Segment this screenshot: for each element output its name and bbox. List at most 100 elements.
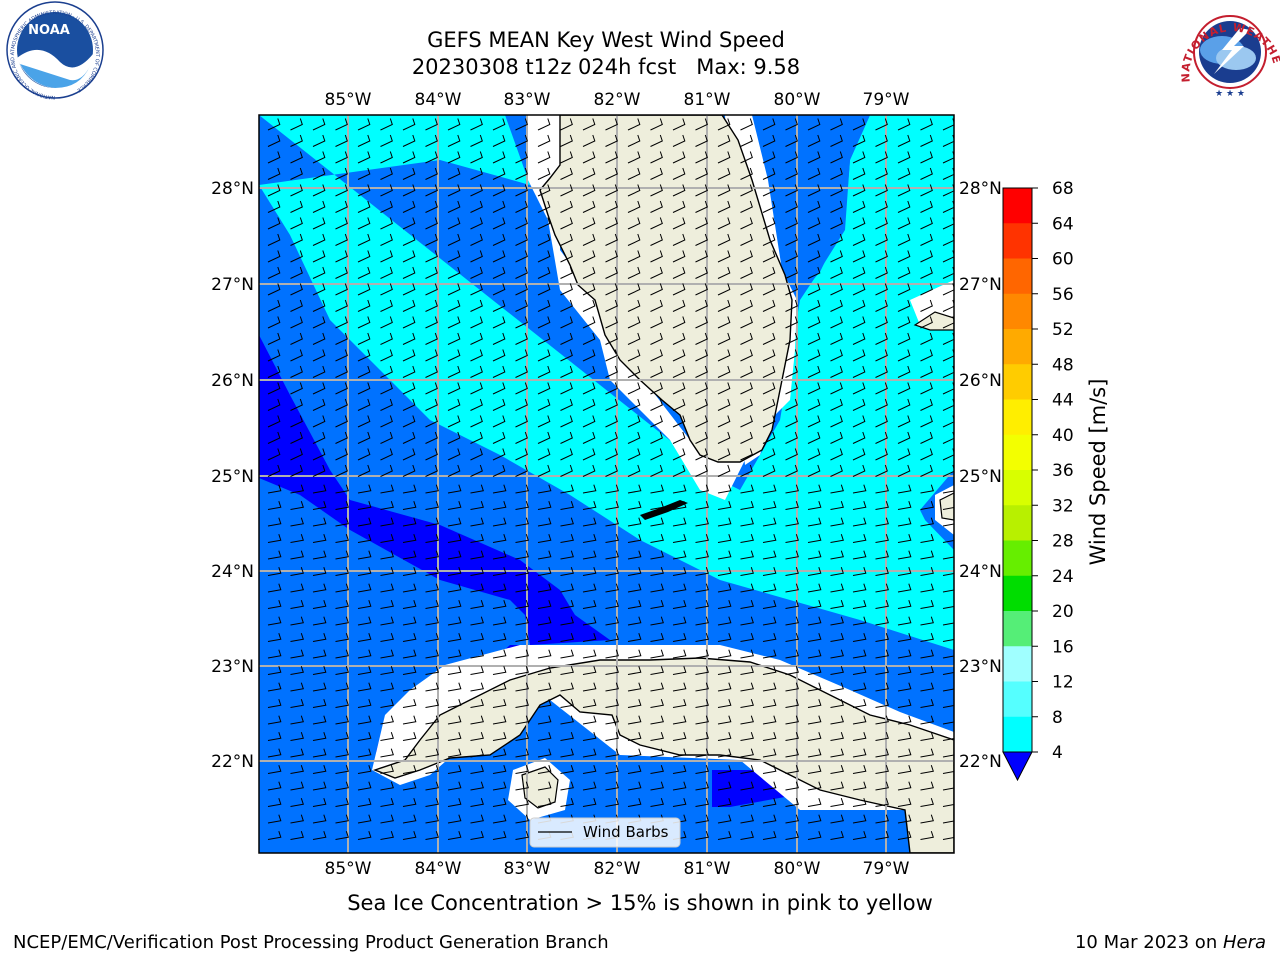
wind-barb [447, 184, 461, 197]
legend-label: Wind Barbs [583, 823, 669, 841]
wind-barb [335, 382, 348, 395]
wind-barb [762, 299, 776, 312]
wind-barb [290, 765, 304, 774]
wind-barb [672, 781, 687, 791]
wind-barb [605, 517, 619, 527]
wind-barb [695, 682, 709, 692]
wind-barb [807, 299, 821, 312]
wind-barb [672, 250, 686, 263]
wind-barb [492, 534, 507, 543]
wind-barb [290, 814, 304, 824]
wind-barb [717, 550, 732, 560]
wind-barb [942, 765, 954, 774]
wind-barb [807, 666, 822, 675]
wind-barb [650, 464, 663, 477]
wind-barb [605, 200, 618, 213]
wind-barb [605, 666, 619, 675]
wind-barb [717, 501, 732, 510]
noaa-logo: NOAA NATIONAL OCEANIC AND ATMOSPHERIC AD… [6, 1, 104, 100]
wind-barb [267, 118, 281, 131]
wind-barb [267, 316, 281, 329]
wind-barb [267, 266, 281, 279]
wind-barb [830, 484, 844, 494]
wind-barb [582, 151, 596, 164]
wind-barb [402, 431, 416, 444]
wind-barb [402, 184, 416, 197]
wind-barb [335, 765, 349, 774]
wind-barb [425, 600, 439, 609]
wind-barb [492, 415, 506, 428]
wind-barb [402, 349, 416, 362]
wind-barb [537, 798, 552, 807]
wind-barb [290, 167, 303, 180]
wind-barb [335, 250, 348, 263]
wind-barb [290, 798, 304, 807]
wind-barb [875, 167, 888, 180]
wind-barb [380, 484, 394, 494]
wind-barb [402, 464, 416, 477]
wind-barb [560, 151, 573, 164]
wind-barb [875, 266, 888, 279]
wind-barb [357, 550, 372, 560]
wind-barb [560, 332, 573, 345]
wind-barb [875, 616, 889, 626]
wind-barb [492, 633, 507, 642]
wind-barb [897, 748, 912, 758]
colorbar-tick-label: 20 [1052, 602, 1074, 622]
wind-barb [560, 283, 573, 296]
wind-barb [515, 283, 528, 296]
wind-barb [290, 464, 303, 477]
wind-barb [807, 616, 822, 626]
wind-barb [267, 583, 282, 593]
wind-barb [492, 781, 507, 791]
wind-barb [650, 299, 663, 312]
wind-barb [920, 765, 934, 774]
wind-barb [672, 550, 687, 560]
legend: Wind Barbs [529, 817, 681, 848]
wind-barb [920, 184, 933, 197]
wind-barb [290, 266, 303, 279]
wind-barb [425, 748, 439, 758]
wind-barb [942, 682, 954, 692]
wind-barb [897, 633, 912, 642]
wind-barb [267, 748, 282, 758]
wind-barb [830, 567, 844, 576]
wind-barb [875, 831, 889, 840]
wind-barb [627, 415, 641, 428]
wind-barb [605, 732, 619, 741]
wind-barb [582, 233, 596, 246]
wind-barb [582, 748, 597, 758]
wind-barb [380, 118, 393, 131]
wind-barb [425, 798, 439, 807]
wind-barb [537, 765, 552, 774]
wind-barb [290, 415, 303, 428]
wind-barb [402, 814, 417, 824]
wind-barb [807, 118, 821, 131]
wind-barb [515, 415, 528, 428]
wind-barb [470, 200, 483, 213]
wind-barb [785, 316, 798, 329]
wind-barb [717, 732, 732, 741]
wind-barb [290, 118, 303, 131]
wind-barb [627, 600, 642, 609]
wind-barb [425, 332, 438, 345]
wind-barb [267, 398, 281, 411]
wind-barb [807, 448, 821, 461]
wind-barb [897, 831, 912, 840]
wind-barb [515, 633, 529, 642]
wind-barb [290, 600, 304, 609]
lon-label-bottom: 82°W [594, 859, 641, 879]
wind-barb [582, 649, 597, 659]
wind-barb [672, 732, 687, 741]
wind-barb [920, 250, 933, 263]
wind-barb [560, 649, 574, 659]
wind-barb [830, 200, 843, 213]
wind-barb [785, 534, 799, 543]
wind-barb [807, 365, 821, 378]
wind-barb [312, 184, 326, 197]
lon-label-top: 84°W [415, 90, 462, 110]
wind-barb [312, 200, 326, 213]
wind-barb [717, 831, 732, 840]
wind-barb [425, 814, 439, 824]
wind-barb [852, 349, 866, 362]
